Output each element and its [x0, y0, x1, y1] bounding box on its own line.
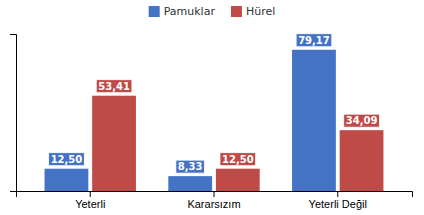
data-label-bg — [176, 160, 205, 173]
data-label: 12,50 — [222, 154, 254, 165]
bar — [216, 169, 260, 191]
x-tick: Yeterli Değil — [309, 191, 367, 210]
data-label: 34,09 — [346, 115, 378, 126]
data-label: 12,50 — [51, 154, 83, 165]
x-tick-label: Yeterli Değil — [309, 198, 367, 210]
bar — [292, 50, 336, 191]
y-axis — [10, 35, 17, 192]
data-label: 79,17 — [298, 35, 330, 46]
bars — [45, 50, 384, 191]
x-tick: Yeterli — [75, 191, 105, 210]
bar — [168, 176, 212, 191]
x-tick-mark — [90, 191, 91, 197]
bar — [45, 169, 89, 191]
x-tick-mark — [214, 191, 215, 197]
chart: Yeterli Kararsızım Yeterli Değil 12,50 8,33 7… — [0, 0, 424, 215]
data-label-bg — [296, 34, 332, 47]
data-label: 53,41 — [98, 81, 130, 92]
legend: Pamuklar Hürel — [149, 5, 276, 18]
x-axis-line — [17, 192, 413, 198]
x-tick-label: Yeterli — [75, 198, 105, 210]
x-axis: Yeterli Kararsızım Yeterli Değil — [17, 191, 413, 210]
legend-item: Hürel — [231, 5, 275, 18]
plot: Yeterli Kararsızım Yeterli Değil 12,50 8,33 7… — [10, 34, 413, 210]
x-tick-label: Kararsızım — [187, 198, 240, 210]
data-label-bg — [96, 80, 132, 93]
legend-label: Hürel — [246, 5, 275, 18]
x-tick-mark — [337, 191, 338, 197]
legend-swatch — [231, 6, 242, 17]
legend-swatch — [149, 6, 160, 17]
data-label-bg — [49, 153, 85, 166]
x-tick: Kararsızım — [187, 191, 240, 210]
data-label-bg — [344, 114, 380, 127]
legend-item: Pamuklar — [149, 5, 216, 18]
data-labels: 12,50 8,33 79,17 53,41 12,50 34,09 — [49, 34, 380, 173]
bar — [340, 130, 384, 191]
data-label-bg — [220, 153, 256, 166]
data-label: 8,33 — [178, 161, 203, 172]
y-axis-line — [10, 35, 17, 192]
bar — [92, 96, 136, 191]
legend-label: Pamuklar — [164, 5, 216, 18]
